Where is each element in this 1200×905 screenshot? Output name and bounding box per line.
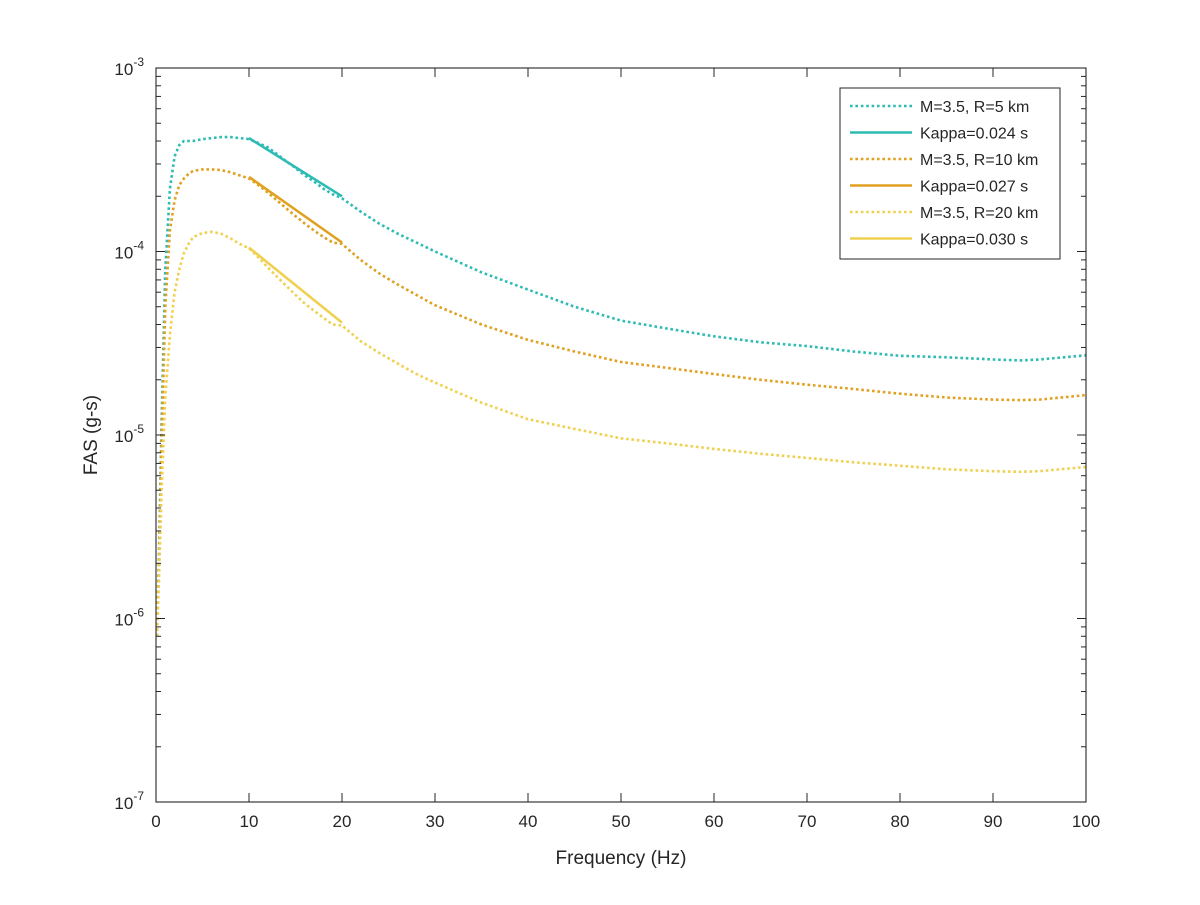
series-layer — [155, 135, 1087, 637]
series-line-kappa-0-030-s — [248, 246, 343, 324]
legend-label-kappa-0-030-s: Kappa=0.030 s — [920, 232, 1028, 249]
y-axis-label: FAS (g-s) — [81, 395, 102, 475]
y-tick-label: 10-5 — [114, 422, 144, 446]
series-line-m-3-5-r-20-km — [155, 230, 1087, 637]
legend-label-m-3-5-r-5-km: M=3.5, R=5 km — [920, 99, 1029, 116]
x-tick-label: 80 — [891, 812, 910, 831]
x-tick-label: 10 — [240, 812, 259, 831]
x-tick-label: 40 — [519, 812, 538, 831]
x-tick-label: 100 — [1072, 812, 1100, 831]
x-tick-label: 70 — [798, 812, 817, 831]
legend: M=3.5, R=5 km Kappa=0.024 s M=3.5, R=10 km… — [839, 87, 1061, 260]
x-tick-label: 0 — [151, 812, 160, 831]
x-axis-label: Frequency (Hz) — [556, 848, 687, 869]
legend-label-m-3-5-r-10-km: M=3.5, R=10 km — [920, 152, 1038, 169]
x-tick-label: 90 — [984, 812, 1003, 831]
series-line-kappa-0-024-s — [248, 136, 343, 198]
y-tick-label: 10-7 — [114, 789, 144, 813]
x-tick-label: 20 — [333, 812, 352, 831]
legend-box — [839, 87, 1061, 260]
axes-layer: 0 10 20 30 40 50 60 70 80 90 100 10-7 10-6 10-5 10-4 10… — [114, 55, 1100, 831]
legend-label-kappa-0-024-s: Kappa=0.024 s — [920, 126, 1028, 143]
y-tick-label: 10-3 — [114, 55, 144, 79]
legend-label-m-3-5-r-20-km: M=3.5, R=20 km — [920, 205, 1038, 222]
y-tick-label: 10-4 — [114, 239, 144, 263]
x-tick-label: 60 — [705, 812, 724, 831]
series-line-m-3-5-r-5-km — [155, 135, 1087, 637]
x-tick-label: 50 — [612, 812, 631, 831]
legend-label-kappa-0-027-s: Kappa=0.027 s — [920, 179, 1028, 196]
x-tick-label: 30 — [426, 812, 445, 831]
series-line-kappa-0-027-s — [248, 175, 343, 244]
y-tick-label: 10-6 — [114, 606, 144, 630]
